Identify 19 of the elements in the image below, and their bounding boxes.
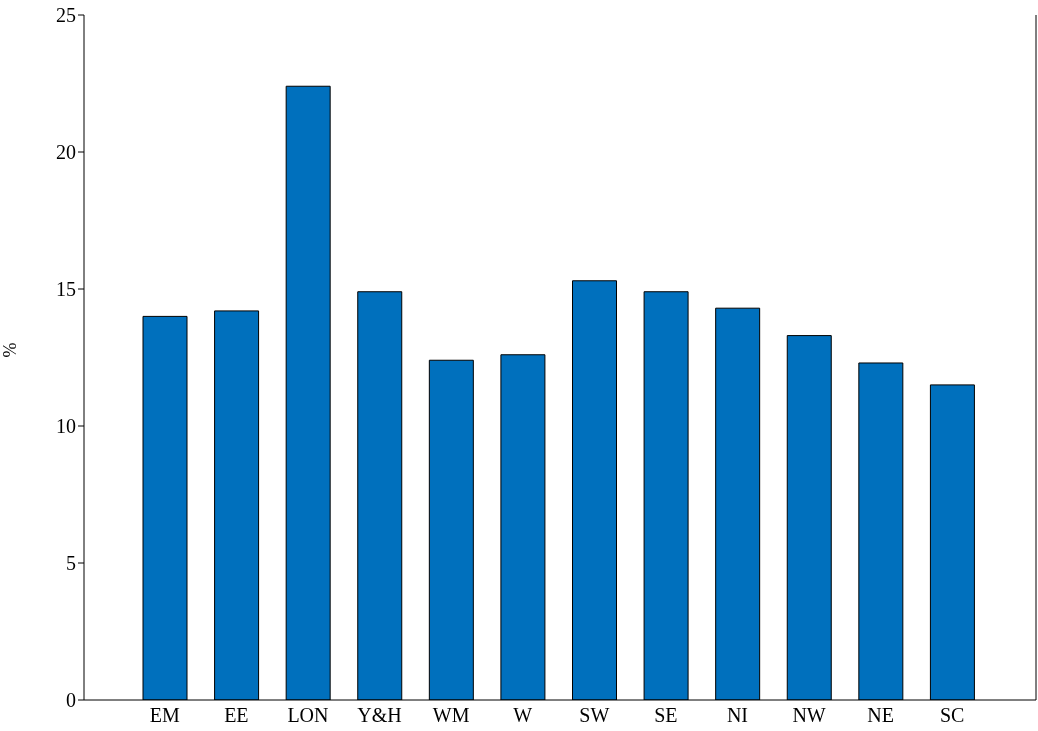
x-tick-label: W bbox=[513, 704, 533, 727]
y-tick-label: 10 bbox=[56, 415, 76, 438]
x-tick-label: EM bbox=[149, 704, 181, 727]
x-tick-label: NE bbox=[867, 704, 894, 727]
x-tick-label: NI bbox=[726, 704, 749, 727]
x-tick-label: SE bbox=[654, 704, 678, 727]
x-tick-label: Y&H bbox=[357, 704, 402, 727]
x-tick-label: LON bbox=[287, 704, 329, 727]
x-tick-label: WM bbox=[432, 704, 470, 727]
y-tick-label: 0 bbox=[66, 689, 76, 712]
y-tick-label: 5 bbox=[66, 552, 76, 575]
x-tick-label: SW bbox=[579, 704, 610, 727]
y-tick-label: 20 bbox=[56, 141, 76, 164]
y-tick-label: 25 bbox=[56, 4, 76, 27]
x-tick-label: SC bbox=[939, 704, 965, 727]
x-tick-label: EE bbox=[224, 704, 249, 727]
y-axis-title: % bbox=[0, 342, 21, 358]
y-tick-label: 15 bbox=[56, 278, 76, 301]
x-tick-label: NW bbox=[792, 704, 826, 727]
